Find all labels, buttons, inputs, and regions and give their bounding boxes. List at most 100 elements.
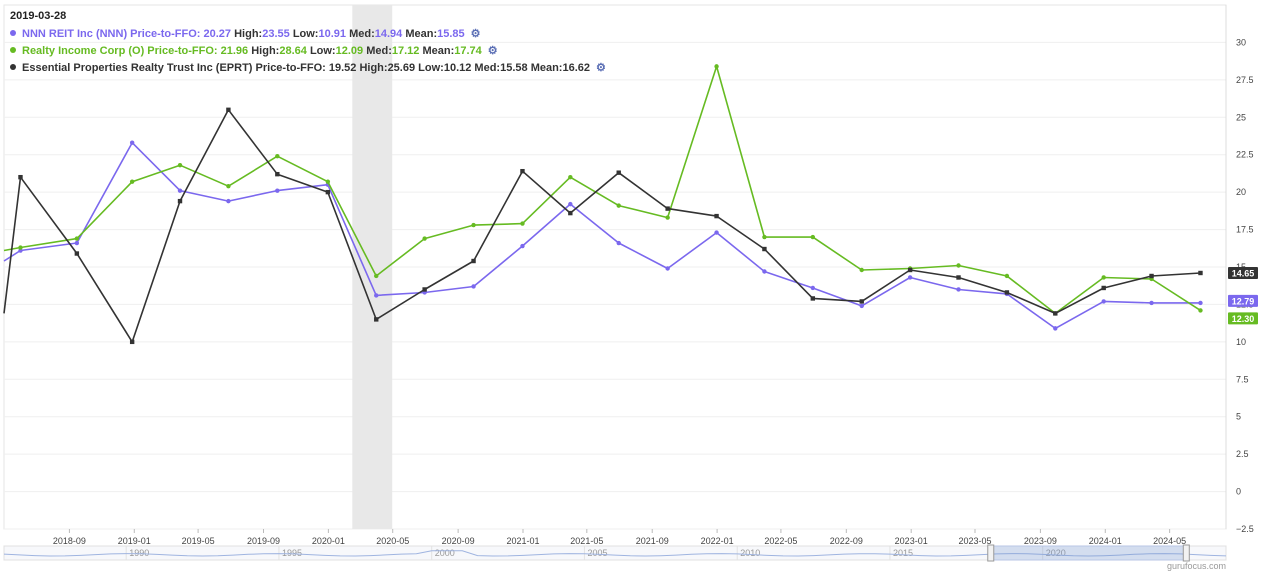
data-point <box>665 215 670 220</box>
navigator-selection[interactable] <box>990 545 1187 561</box>
settings-gear-icon[interactable]: ⚙ <box>487 45 498 57</box>
legend-current-value: 19.52 <box>328 62 357 74</box>
navigator-label: 1995 <box>282 548 302 558</box>
data-point <box>1198 308 1203 313</box>
data-point <box>226 107 231 112</box>
legend-high-value: 28.64 <box>279 45 307 57</box>
axes: 3027.52522.52017.51512.5107.552.50−2.520… <box>53 5 1254 546</box>
data-point <box>616 240 621 246</box>
x-tick-label: 2023-01 <box>895 536 928 546</box>
x-tick-label: 2021-09 <box>636 536 669 546</box>
data-point <box>1101 275 1106 280</box>
data-point <box>714 230 719 235</box>
x-tick-label: 2018-09 <box>53 536 86 546</box>
navigator-handle[interactable] <box>987 544 995 562</box>
data-point <box>275 171 280 177</box>
data-point <box>374 317 379 322</box>
data-point <box>1053 311 1058 316</box>
y-tick-label: 20 <box>1236 187 1246 197</box>
legend-med-value: 15.58 <box>500 62 528 74</box>
data-point <box>129 179 135 184</box>
last-value-tag: 14.65 <box>1228 266 1258 279</box>
x-tick-label: 2023-09 <box>1024 536 1057 546</box>
data-point <box>568 201 573 207</box>
x-tick-label: 2019-09 <box>247 536 280 546</box>
legend-row: Realty Income Corp (O) Price-to-FFO: 21.… <box>10 43 606 60</box>
legend-low-label: Low: <box>309 45 336 57</box>
legend-low-value: 10.12 <box>443 62 472 74</box>
legend-mean-label: Mean: <box>530 62 563 74</box>
legend-row: Essential Properties Realty Trust Inc (E… <box>10 60 606 77</box>
data-point <box>520 243 525 249</box>
settings-gear-icon[interactable]: ⚙ <box>596 62 606 74</box>
legend-label: Essential Properties Realty Trust Inc (E… <box>22 62 326 74</box>
y-tick-label: 7.5 <box>1236 374 1249 384</box>
y-tick-label: 22.5 <box>1236 150 1254 160</box>
y-tick-label: 5 <box>1236 412 1241 422</box>
x-tick-label: 2024-05 <box>1153 536 1186 546</box>
data-point <box>275 188 280 193</box>
x-tick-label: 2020-01 <box>312 536 345 546</box>
data-point <box>129 140 135 145</box>
data-point <box>18 174 23 180</box>
data-point <box>762 246 767 252</box>
last-value-tag-label: 12.79 <box>1232 296 1255 306</box>
y-tick-label: 27.5 <box>1236 75 1254 85</box>
last-value-tag-label: 12.30 <box>1232 314 1255 324</box>
data-point <box>18 245 23 250</box>
grid <box>3 4 1227 530</box>
data-point <box>568 210 573 216</box>
series-line <box>3 141 1201 330</box>
settings-gear-icon[interactable]: ⚙ <box>470 28 481 40</box>
legend-dot-icon <box>10 64 16 71</box>
legend-mean-value: 17.74 <box>454 45 482 57</box>
last-value-tag-bg <box>1228 266 1258 279</box>
y-tick-label: 30 <box>1236 37 1246 47</box>
y-tick-label: 10 <box>1236 337 1246 347</box>
data-point <box>74 236 80 241</box>
y-tick-label: 17.5 <box>1236 225 1254 235</box>
legend-high-label: High: <box>234 28 263 40</box>
navigator-handle[interactable] <box>1182 544 1190 562</box>
data-point <box>616 203 621 208</box>
data-point <box>956 263 961 268</box>
data-point <box>1198 300 1203 306</box>
y-tick-label: −2.5 <box>1236 524 1254 534</box>
legend-high-label: High: <box>359 62 388 74</box>
legend-med-label: Med: <box>349 28 375 40</box>
data-point <box>810 296 816 301</box>
data-point <box>1101 285 1106 291</box>
data-point <box>1149 273 1154 279</box>
data-point <box>1004 273 1010 279</box>
data-point <box>907 267 913 273</box>
navigator-label: 1990 <box>129 548 149 558</box>
data-point <box>810 234 816 240</box>
data-point <box>859 299 864 304</box>
legend-label: Realty Income Corp (O) Price-to-FFO: <box>22 45 218 57</box>
y-tick-label: 25 <box>1236 112 1246 122</box>
data-point <box>1149 300 1154 306</box>
legend-high-value: 25.69 <box>387 62 416 74</box>
legend-mean-value: 15.85 <box>437 28 465 40</box>
legend-current-value: 21.96 <box>220 45 249 57</box>
data-point <box>859 303 864 309</box>
data-point <box>325 179 331 184</box>
data-point <box>129 339 135 345</box>
data-point <box>471 258 476 264</box>
navigator-label: 2005 <box>587 548 607 558</box>
x-tick-label: 2022-05 <box>764 536 797 546</box>
navigator-line <box>3 550 1227 557</box>
x-tick-label: 2024-01 <box>1089 536 1122 546</box>
data-point <box>226 183 231 189</box>
data-point <box>665 206 670 211</box>
x-tick-label: 2022-09 <box>830 536 863 546</box>
x-tick-label: 2022-01 <box>701 536 734 546</box>
watermark-text: gurufocus.com <box>1167 561 1226 571</box>
range-navigator[interactable]: 1990 1995 2000 2005 2010 2015 2020 gurufocus.co… <box>3 544 1227 571</box>
data-point <box>1101 299 1106 304</box>
legend-low-value: 12.09 <box>335 45 364 57</box>
data-point <box>714 64 719 69</box>
data-point <box>762 269 767 274</box>
